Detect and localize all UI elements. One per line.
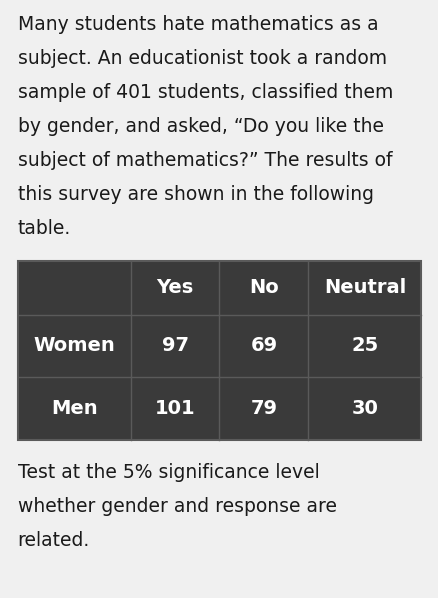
Text: this survey are shown in the following: this survey are shown in the following	[18, 185, 373, 205]
Text: Yes: Yes	[156, 278, 193, 297]
Text: by gender, and asked, “Do you like the: by gender, and asked, “Do you like the	[18, 117, 383, 136]
Text: Men: Men	[51, 399, 97, 418]
Text: Many students hate mathematics as a: Many students hate mathematics as a	[18, 15, 377, 34]
Text: sample of 401 students, classified them: sample of 401 students, classified them	[18, 83, 392, 102]
Text: 30: 30	[351, 399, 378, 418]
Text: 97: 97	[161, 337, 188, 355]
Text: Women: Women	[33, 337, 115, 355]
Text: subject of mathematics?” The results of: subject of mathematics?” The results of	[18, 151, 391, 170]
Text: Neutral: Neutral	[323, 278, 405, 297]
Text: Test at the 5% significance level: Test at the 5% significance level	[18, 463, 318, 482]
Text: No: No	[248, 278, 278, 297]
Text: subject. An educationist took a random: subject. An educationist took a random	[18, 49, 386, 68]
Text: 69: 69	[250, 337, 277, 355]
Text: 101: 101	[155, 399, 195, 418]
Text: whether gender and response are: whether gender and response are	[18, 497, 336, 516]
Text: related.: related.	[18, 531, 90, 550]
Text: table.: table.	[18, 219, 71, 239]
FancyBboxPatch shape	[18, 261, 420, 440]
Text: 79: 79	[250, 399, 277, 418]
Text: 25: 25	[350, 337, 378, 355]
